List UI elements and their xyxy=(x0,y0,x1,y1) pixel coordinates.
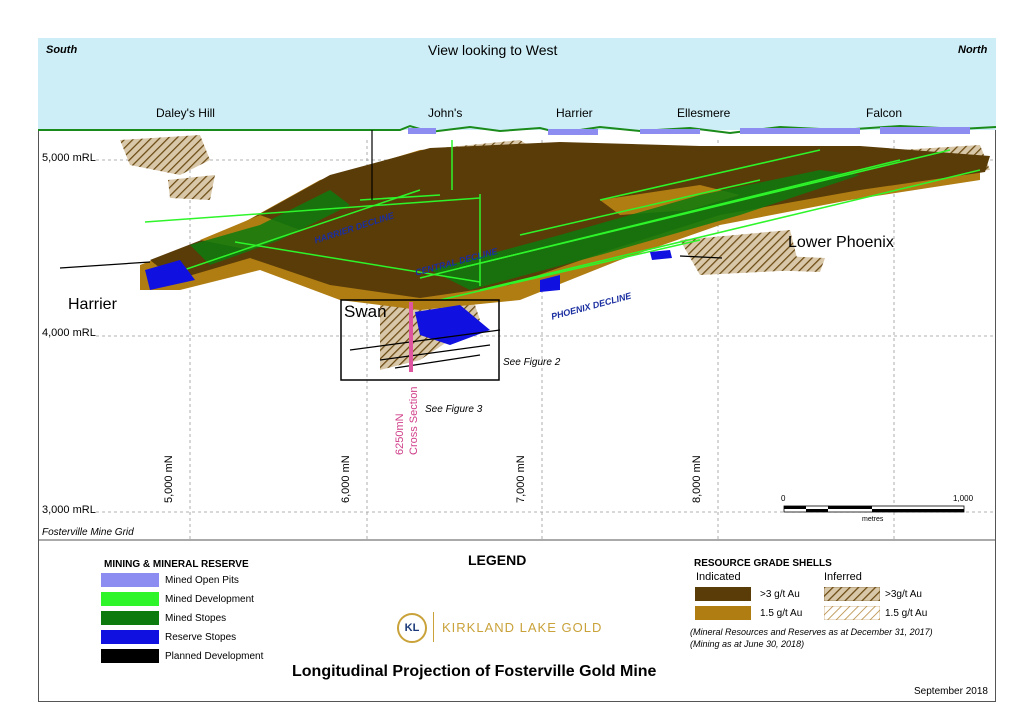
sky-band xyxy=(38,38,996,130)
mined-open-pits xyxy=(408,127,970,135)
north-label: North xyxy=(958,44,988,56)
legend-ind-3g: >3 g/t Au xyxy=(760,589,800,600)
legend-planned-development: Planned Development xyxy=(165,651,264,662)
legend-ind-15g: 1.5 g/t Au xyxy=(760,608,803,619)
note-resources-date: (Mineral Resources and Reserves as at De… xyxy=(690,627,933,637)
see-figure3-label: See Figure 3 xyxy=(425,404,483,415)
view-label: View looking to West xyxy=(428,42,558,58)
scale-unit: metres xyxy=(862,516,884,523)
logo-divider xyxy=(433,612,434,642)
daleys-hill-label: Daley's Hill xyxy=(156,106,215,120)
legend-reserve-stopes: Reserve Stopes xyxy=(165,632,237,643)
swatch-mined-open-pits xyxy=(101,573,159,587)
mined-development xyxy=(144,140,981,301)
elevation-3000: 3,000 mRL xyxy=(42,504,96,516)
ellesmere-label: Ellesmere xyxy=(677,106,731,120)
northing-8000: 8,000 mN xyxy=(691,455,703,503)
legend-mined-stopes: Mined Stopes xyxy=(165,613,227,624)
swan-label: Swan xyxy=(344,302,387,321)
swatch-reserve-stopes xyxy=(101,630,159,644)
note-mining-date: (Mining as at June 30, 2018) xyxy=(690,639,805,649)
indicated-label: Indicated xyxy=(696,571,741,583)
swatch-inf-3g xyxy=(824,587,880,601)
date-label: September 2018 xyxy=(914,686,988,697)
johns-label: John's xyxy=(428,106,463,120)
inferred-label: Inferred xyxy=(824,571,862,583)
harrier-top-label: Harrier xyxy=(556,106,593,120)
northing-7000: 7,000 mN xyxy=(515,455,527,503)
swatch-ind-15g xyxy=(695,606,751,620)
section-label-line1: 6250mN xyxy=(394,413,406,455)
elevation-4000: 4,000 mRL xyxy=(42,327,96,339)
falcon-label: Falcon xyxy=(866,106,903,120)
see-figure2-label: See Figure 2 xyxy=(503,357,561,368)
northing-6000: 6,000 mN xyxy=(340,455,352,503)
swatch-mined-stopes xyxy=(101,611,159,625)
northing-5000: 5,000 mN xyxy=(163,455,175,503)
scale-end: 1,000 xyxy=(953,494,974,503)
reserve-stopes xyxy=(145,250,672,345)
kl-logo-mark: KL xyxy=(397,613,427,643)
legend-inf-3g: >3g/t Au xyxy=(885,589,922,600)
swatch-planned-development xyxy=(101,649,159,663)
elevation-5000: 5,000 mRL xyxy=(42,152,96,164)
legend-inf-15g: 1.5 g/t Au xyxy=(885,608,928,619)
planned-development xyxy=(59,130,723,369)
mining-legend-title: MINING & MINERAL RESERVE xyxy=(104,559,249,570)
grid-name: Fosterville Mine Grid xyxy=(42,527,134,538)
section-label-line2: Cross Section xyxy=(408,386,420,455)
scale-bar xyxy=(783,505,965,513)
resource-legend-title: RESOURCE GRADE SHELLS xyxy=(694,558,832,569)
south-label: South xyxy=(46,44,78,56)
page-title: Longitudinal Projection of Fosterville G… xyxy=(292,663,657,680)
legend-title: LEGEND xyxy=(468,552,527,568)
figure2-box xyxy=(340,299,500,381)
swatch-mined-development xyxy=(101,592,159,606)
lower-phoenix-label: Lower Phoenix xyxy=(788,234,894,251)
scale-start: 0 xyxy=(781,494,786,503)
swatch-inf-15g xyxy=(824,606,880,620)
swatch-ind-3g xyxy=(695,587,751,601)
harrier-label: Harrier xyxy=(68,296,117,313)
mined-stopes xyxy=(190,170,860,290)
legend-mined-open-pits: Mined Open Pits xyxy=(165,575,239,586)
legend-mined-development: Mined Development xyxy=(165,594,254,605)
kirkland-lake-gold-logo-text: KIRKLAND LAKE GOLD xyxy=(442,620,603,635)
